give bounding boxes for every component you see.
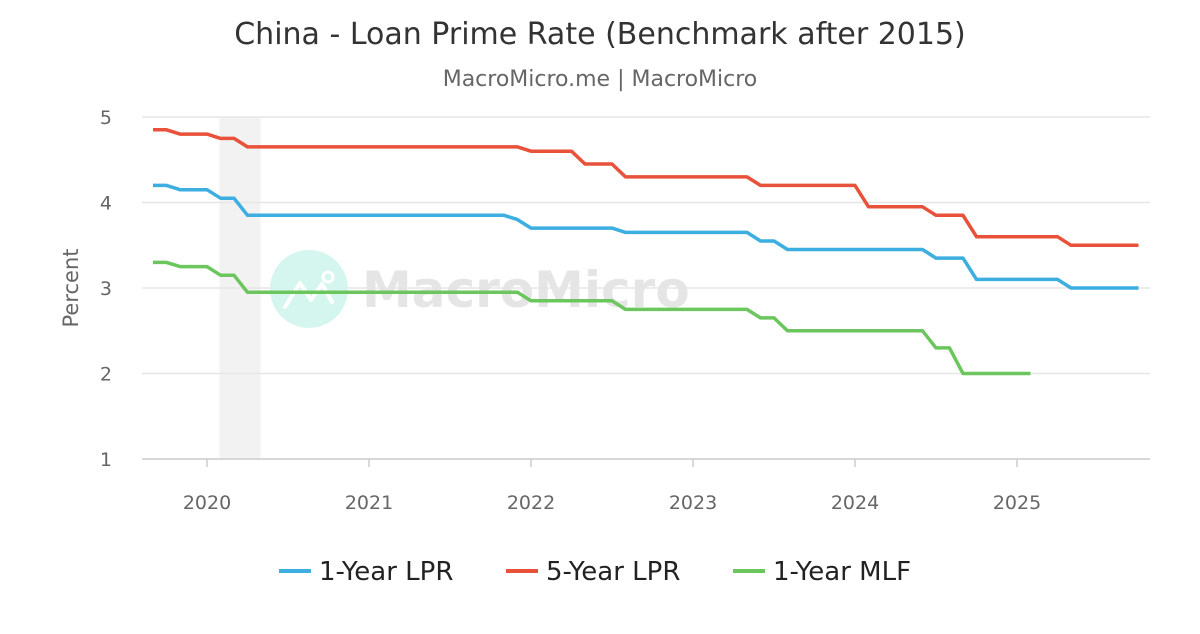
x-tick-label: 2023 xyxy=(669,492,717,514)
chart-title: China - Loan Prime Rate (Benchmark after… xyxy=(234,17,966,52)
watermark: MacroMicro xyxy=(270,250,690,328)
y-axis-label: Percent xyxy=(59,248,83,327)
series-line-5-year-lpr xyxy=(153,128,1139,248)
y-tick-label: 4 xyxy=(100,193,112,215)
legend-item: 1-Year MLF xyxy=(733,557,911,587)
y-tick-label: 1 xyxy=(100,449,112,471)
x-tick-label: 2020 xyxy=(183,492,231,514)
chart-subtitle: MacroMicro.me | MacroMicro xyxy=(443,67,758,92)
y-tick-label: 5 xyxy=(100,107,112,129)
y-tick-label: 3 xyxy=(100,278,112,300)
legend-label: 1-Year MLF xyxy=(773,557,911,587)
watermark-logo-icon xyxy=(270,250,348,328)
legend: 1-Year LPR 5-Year LPR 1-Year MLF xyxy=(279,557,911,587)
x-tick-label: 2022 xyxy=(507,492,555,514)
series-line-1-year-lpr xyxy=(153,183,1139,290)
y-tick-label: 2 xyxy=(100,364,112,386)
legend-label: 5-Year LPR xyxy=(546,557,680,587)
x-tick-label: 2021 xyxy=(345,492,393,514)
legend-item: 1-Year LPR xyxy=(279,557,453,587)
legend-label: 1-Year LPR xyxy=(319,557,453,587)
x-tick-label: 2025 xyxy=(993,492,1041,514)
x-tick-label: 2024 xyxy=(831,492,879,514)
legend-item: 5-Year LPR xyxy=(506,557,680,587)
series-line-1-year-mlf xyxy=(153,260,1031,376)
